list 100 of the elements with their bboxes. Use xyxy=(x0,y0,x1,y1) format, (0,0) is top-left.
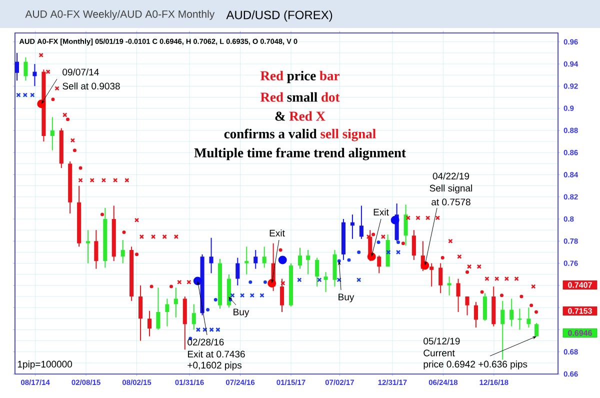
candlestick xyxy=(156,287,160,330)
point xyxy=(250,293,254,298)
point xyxy=(78,178,83,183)
point xyxy=(500,294,504,298)
point xyxy=(30,92,35,98)
annotation: Red xyxy=(260,92,284,102)
annotation: 04/22/19 xyxy=(432,172,470,180)
point xyxy=(124,178,130,183)
point xyxy=(425,216,430,220)
candlestick xyxy=(500,300,505,360)
annotation: bar xyxy=(320,70,340,80)
annotation: Exit xyxy=(374,208,389,216)
candlestick xyxy=(244,246,249,275)
candlestick xyxy=(209,237,214,274)
candlestick xyxy=(165,298,170,327)
annotation: Exit xyxy=(270,230,285,236)
point xyxy=(504,276,510,282)
candlestick xyxy=(94,230,98,270)
candlestick xyxy=(438,262,443,294)
point xyxy=(240,293,245,298)
annotation: price 0.6942 +0.636 pips xyxy=(424,360,528,370)
candlestick xyxy=(236,257,240,286)
point xyxy=(531,284,536,289)
point xyxy=(278,256,287,264)
point xyxy=(317,278,322,282)
annotation: Multiple time frame trend alignment xyxy=(194,148,406,160)
point xyxy=(122,230,126,234)
point xyxy=(386,250,391,255)
annotation: confirms a valid xyxy=(224,128,317,138)
point xyxy=(356,278,362,282)
point xyxy=(480,290,484,294)
point xyxy=(72,148,76,152)
point xyxy=(174,234,179,240)
point xyxy=(466,270,470,274)
annotation: price xyxy=(287,70,316,84)
candlestick xyxy=(482,292,487,322)
point xyxy=(520,294,524,298)
candlestick xyxy=(430,262,434,288)
point xyxy=(134,218,140,222)
point xyxy=(135,252,139,256)
point xyxy=(476,264,482,269)
annotation: +0,1602 pips xyxy=(188,362,242,370)
point xyxy=(396,240,400,244)
text: 0.7407 xyxy=(568,282,592,288)
candlestick xyxy=(359,205,364,240)
annotation: Sell at 0.9038 xyxy=(62,82,120,90)
candlestick xyxy=(298,247,302,270)
annotation: at 0.7578 xyxy=(432,198,470,206)
candlestick xyxy=(306,249,310,275)
annotation: Buy xyxy=(338,294,354,302)
candlestick xyxy=(526,307,531,328)
point xyxy=(534,310,538,314)
candlestick xyxy=(456,278,460,312)
candlestick xyxy=(324,272,328,293)
point xyxy=(54,86,60,91)
point xyxy=(466,264,472,269)
candlestick xyxy=(465,296,470,316)
point xyxy=(260,293,264,298)
point xyxy=(186,280,192,284)
annotation: Exit at 0.7436 xyxy=(188,350,245,358)
annotation: Current xyxy=(424,350,455,356)
chart-subtitle: AUD/USD (FOREX) xyxy=(226,10,332,22)
point xyxy=(484,276,490,282)
point xyxy=(139,234,144,240)
point xyxy=(70,138,76,143)
annotation: Red X xyxy=(289,111,326,121)
point xyxy=(440,256,444,260)
point xyxy=(112,178,118,183)
candlestick xyxy=(24,56,28,82)
point xyxy=(396,250,401,255)
point xyxy=(214,298,218,302)
annotation: 02/28/16 xyxy=(188,338,224,346)
point xyxy=(297,278,302,282)
candlestick xyxy=(254,249,258,270)
point xyxy=(376,240,380,244)
point xyxy=(372,232,376,236)
candlestick xyxy=(474,302,478,328)
candlestick xyxy=(174,287,178,318)
point xyxy=(66,118,70,122)
point xyxy=(494,276,500,282)
candlestick xyxy=(510,298,514,327)
text: 0.6946 xyxy=(568,330,592,336)
annotation: 09/07/14 xyxy=(62,68,99,76)
point xyxy=(162,234,167,240)
point xyxy=(62,112,68,118)
candlestick xyxy=(50,116,54,151)
point xyxy=(206,308,210,312)
candlestick xyxy=(147,310,152,337)
point xyxy=(101,178,106,183)
annotation: dot xyxy=(322,92,340,102)
annotation: 1pip=100000 xyxy=(18,360,72,370)
point xyxy=(380,234,386,240)
point xyxy=(38,52,44,58)
point xyxy=(457,254,462,259)
point xyxy=(150,234,156,240)
candlestick xyxy=(447,276,452,296)
point xyxy=(448,238,453,244)
candlestick xyxy=(262,246,266,268)
point xyxy=(51,98,55,102)
candlestick xyxy=(120,240,125,264)
